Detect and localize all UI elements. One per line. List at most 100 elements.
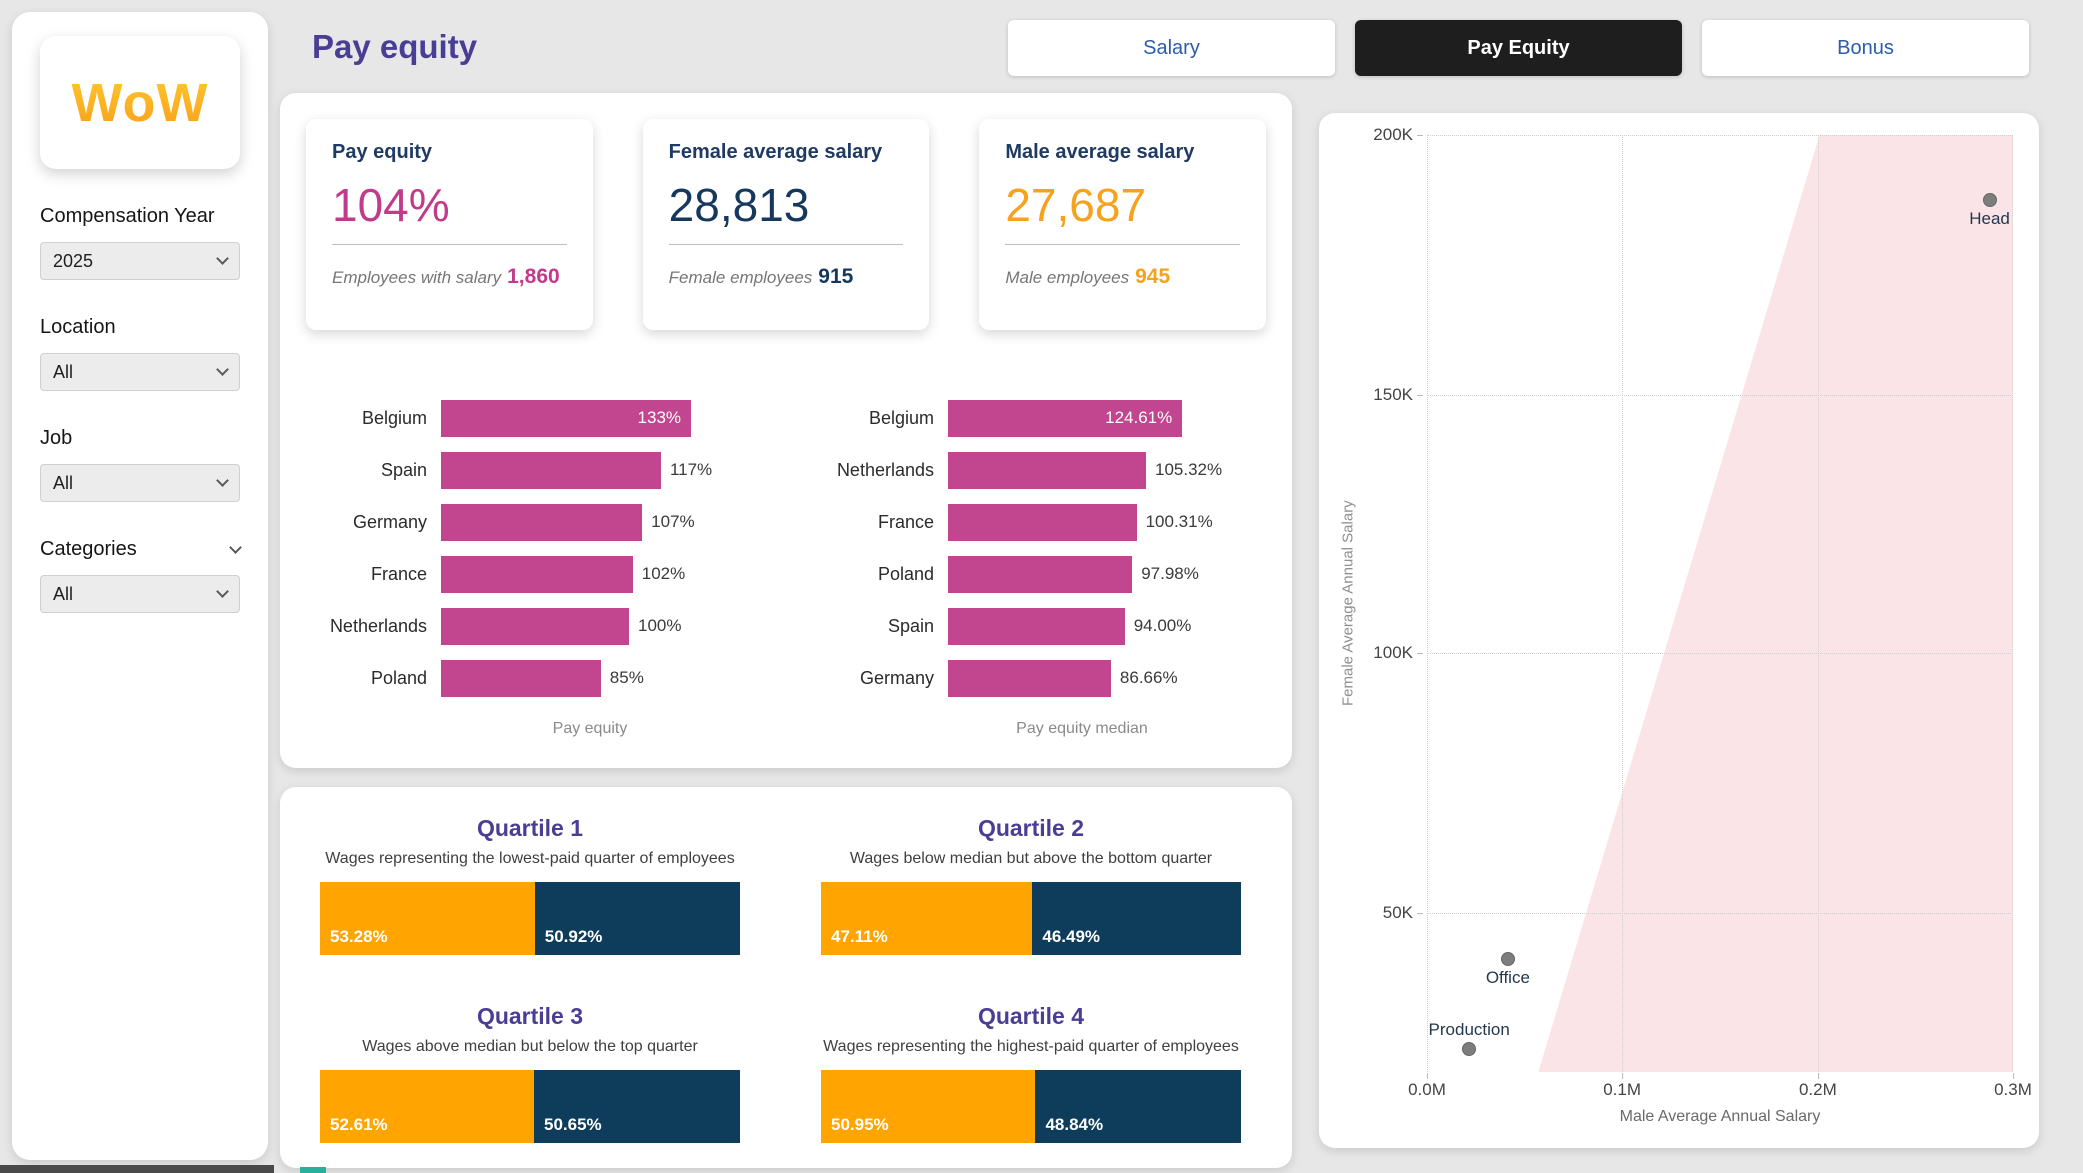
bar[interactable]: 133% bbox=[441, 399, 692, 437]
filter-group-location: Location All bbox=[40, 316, 240, 391]
categories-dropdown[interactable]: All bbox=[40, 575, 240, 613]
dark-blue-segment[interactable]: 50.92% bbox=[534, 882, 740, 955]
bar-category-label: Germany bbox=[352, 511, 427, 532]
bar-value-label: 107% bbox=[651, 512, 695, 531]
data-point-dot[interactable] bbox=[1500, 951, 1515, 966]
bar-track: 102% bbox=[441, 555, 774, 593]
tab-bonus[interactable]: Bonus bbox=[1702, 20, 2029, 76]
job-dropdown[interactable]: All bbox=[40, 464, 240, 502]
stacked-bar: 53.28% 50.92% bbox=[320, 882, 740, 955]
dark-blue-segment[interactable]: 46.49% bbox=[1032, 882, 1241, 955]
bar-track: 86.66% bbox=[948, 659, 1266, 697]
location-dropdown[interactable]: All bbox=[40, 353, 240, 391]
tab-pay-equity[interactable]: Pay Equity bbox=[1355, 20, 1682, 76]
chevron-down-icon bbox=[216, 474, 229, 487]
bar-value-label: 97.98% bbox=[1141, 564, 1199, 583]
kpi-caption-text: Employees with salary bbox=[332, 268, 502, 287]
bar-value-label: 105.32% bbox=[1155, 460, 1223, 479]
tab-salary[interactable]: Salary bbox=[1008, 20, 1335, 76]
shaded-parity-region bbox=[1538, 135, 2013, 1072]
filter-group-year: Compensation Year 2025 bbox=[40, 205, 240, 280]
location-filter-label: Location bbox=[40, 316, 116, 338]
bar[interactable] bbox=[948, 503, 1137, 541]
bar[interactable] bbox=[441, 555, 633, 593]
bar-category-label: Poland bbox=[370, 667, 427, 688]
dark-blue-segment[interactable]: 48.84% bbox=[1035, 1070, 1241, 1143]
bar-row: Germany 107% bbox=[306, 496, 774, 548]
orange-segment[interactable]: 53.28% bbox=[320, 882, 535, 955]
year-dropdown-value: 2025 bbox=[53, 250, 94, 271]
kpi-caption-value: 1,860 bbox=[507, 265, 560, 288]
segment-value-label: 47.11% bbox=[831, 927, 888, 946]
kpi-female-average-salary: Female average salary 28,813 Female empl… bbox=[642, 119, 930, 330]
kpi-row: Pay equity 104% Employees with salary 1,8… bbox=[306, 119, 1267, 330]
bar[interactable] bbox=[441, 659, 601, 697]
kpi-caption-text: Female employees bbox=[668, 268, 813, 287]
segment-value-label: 48.84% bbox=[1045, 1115, 1104, 1134]
page-title: Pay equity bbox=[312, 28, 478, 65]
bar-row: Poland 85% bbox=[306, 652, 774, 704]
bar-category-label: Poland bbox=[877, 563, 934, 584]
bar-row: France 102% bbox=[306, 548, 774, 600]
segment-value-label: 50.95% bbox=[831, 1115, 889, 1134]
bar-category-label: Spain bbox=[380, 459, 427, 480]
kpi-title: Pay equity bbox=[332, 141, 433, 163]
bar-charts-row: Belgium 133% Spain 117% Germany 107 bbox=[306, 392, 1266, 738]
chevron-down-icon bbox=[216, 363, 229, 376]
quartile-title: Quartile 3 bbox=[476, 1003, 584, 1029]
bar-row: Netherlands 105.32% bbox=[798, 444, 1266, 496]
y-tick-label: 150K bbox=[1373, 384, 1423, 404]
x-tick-label: 0.2M bbox=[1798, 1073, 1837, 1099]
bar[interactable] bbox=[948, 607, 1125, 645]
stacked-bar: 50.95% 48.84% bbox=[821, 1070, 1241, 1143]
report-tabs: Salary Pay Equity Bonus bbox=[1008, 20, 2029, 76]
bar-row: Netherlands 100% bbox=[306, 600, 774, 652]
x-tick-label: 0.3M bbox=[1994, 1073, 2032, 1099]
segment-value-label: 50.92% bbox=[544, 927, 603, 946]
bar-row: Spain 117% bbox=[306, 444, 774, 496]
dark-blue-segment[interactable]: 50.65% bbox=[533, 1070, 740, 1143]
bar-value-label: 102% bbox=[641, 564, 686, 583]
orange-segment[interactable]: 52.61% bbox=[320, 1070, 534, 1143]
y-axis-title: Female Average Annual Salary bbox=[1339, 500, 1357, 707]
gridline bbox=[2012, 135, 2014, 1072]
gridline bbox=[1427, 394, 2013, 396]
bar-row: Belgium 124.61% bbox=[798, 392, 1266, 444]
horizontal-scrollbar-thumb[interactable] bbox=[0, 1165, 274, 1173]
bar-track: 117% bbox=[441, 451, 774, 489]
x-axis-title: Male Average Annual Salary bbox=[1619, 1108, 1821, 1125]
year-dropdown[interactable]: 2025 bbox=[40, 242, 240, 280]
kpi-title: Male average salary bbox=[1005, 141, 1195, 163]
kpi-caption: Male employees 945 bbox=[1005, 265, 1240, 289]
bar-track: 85% bbox=[441, 659, 774, 697]
kpi-caption: Employees with salary 1,860 bbox=[332, 265, 567, 289]
page-tab-indicator[interactable] bbox=[300, 1167, 326, 1173]
quartile-2-block: Quartile 2 Wages below median but above … bbox=[821, 815, 1241, 955]
orange-segment[interactable]: 47.11% bbox=[821, 882, 1033, 955]
gridline bbox=[1817, 135, 1819, 1072]
bar-row: Belgium 133% bbox=[306, 392, 774, 444]
orange-segment[interactable]: 50.95% bbox=[821, 1070, 1036, 1143]
quartiles-grid: Quartile 1 Wages representing the lowest… bbox=[320, 815, 1252, 1143]
bar[interactable] bbox=[948, 555, 1133, 593]
bar[interactable] bbox=[948, 451, 1146, 489]
bar[interactable] bbox=[441, 503, 643, 541]
categories-expand-chevron-down-icon[interactable] bbox=[229, 540, 242, 554]
chevron-down-icon bbox=[216, 252, 229, 265]
data-point-dot[interactable] bbox=[1462, 1041, 1477, 1056]
bar[interactable] bbox=[948, 659, 1111, 697]
y-tick-label: 200K bbox=[1373, 125, 1423, 144]
bar-row: Germany 86.66% bbox=[798, 652, 1266, 704]
kpi-caption: Female employees 915 bbox=[669, 265, 904, 289]
bar-value-label: 100.31% bbox=[1145, 512, 1213, 531]
gridline bbox=[1427, 653, 2013, 655]
bar[interactable]: 124.61% bbox=[948, 399, 1183, 437]
bar-category-label: Belgium bbox=[868, 407, 934, 428]
scatter-plot-area: Head Office Production bbox=[1427, 135, 2014, 1072]
data-point-dot[interactable] bbox=[1982, 192, 1997, 207]
bar-value-label: 94.00% bbox=[1133, 616, 1192, 635]
kpi-pay-equity: Pay equity 104% Employees with salary 1,8… bbox=[306, 119, 593, 330]
bar[interactable] bbox=[441, 607, 629, 645]
bar-value-label: 85% bbox=[609, 668, 644, 687]
bar[interactable] bbox=[441, 451, 661, 489]
